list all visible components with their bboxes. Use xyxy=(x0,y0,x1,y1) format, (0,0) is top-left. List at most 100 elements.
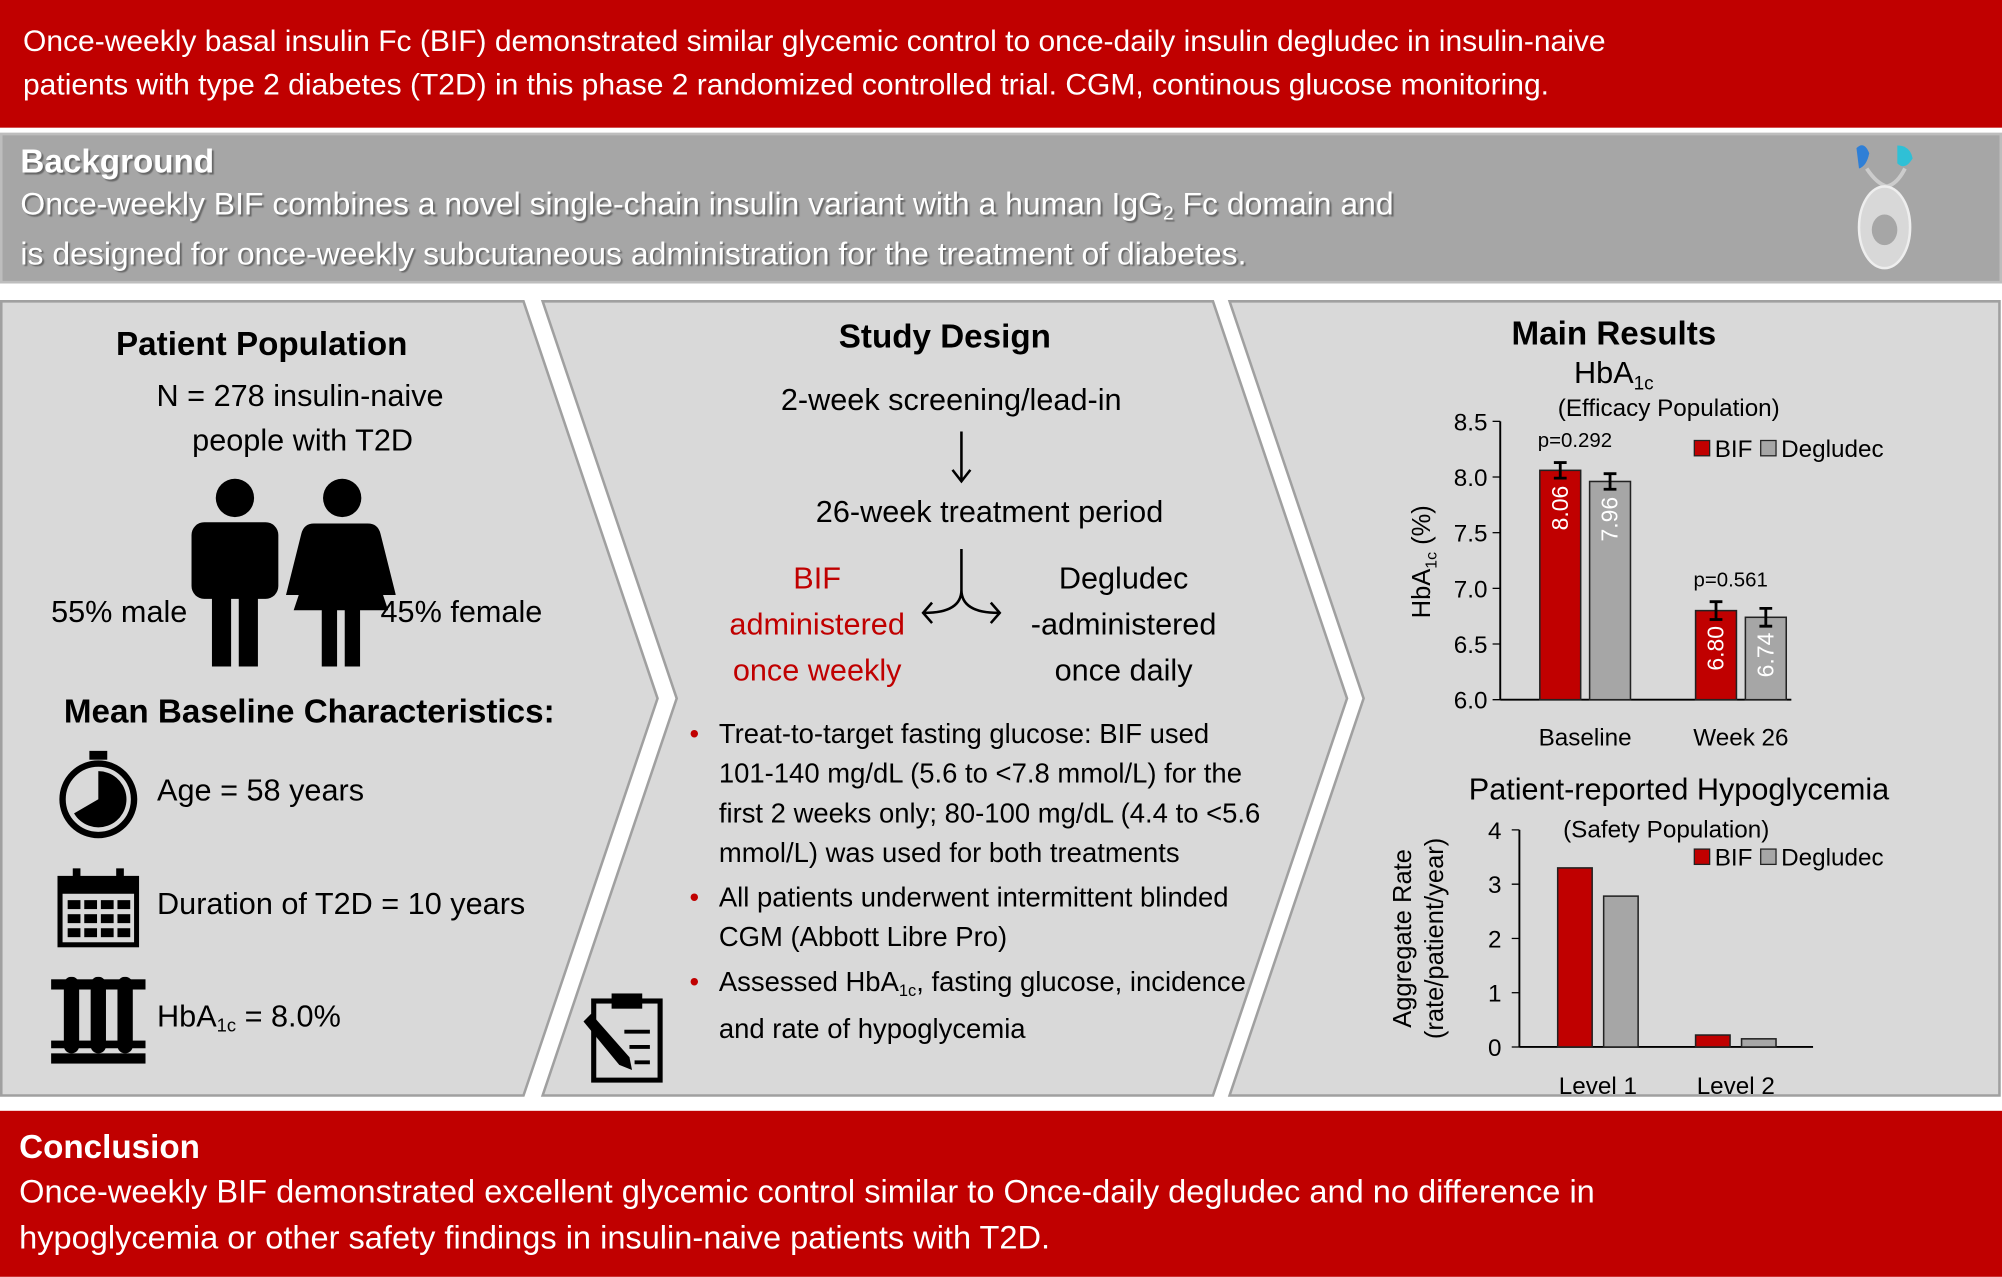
headline-line: patients with type 2 diabetes (T2D) in t… xyxy=(22,67,1549,101)
text: Degludec xyxy=(1058,561,1189,597)
text: once daily xyxy=(1054,653,1193,689)
legend-label: Degludec xyxy=(1781,436,1883,463)
y-tick-label: 2 xyxy=(1488,926,1502,953)
legend-swatch xyxy=(1760,439,1777,457)
age-value: Age = 58 years xyxy=(157,773,365,809)
chart-subtitle: (Safety Population) xyxy=(1563,817,1769,844)
bar-degludec xyxy=(1602,895,1639,1048)
text: Fc domain and xyxy=(1173,186,1394,223)
y-tick-label: 6.0 xyxy=(1454,688,1488,715)
p-value: p=0.561 xyxy=(1694,569,1768,591)
x-tick-label: Week 26 xyxy=(1693,725,1788,752)
design-bullets: Treat-to-target fasting glucose: BIF use… xyxy=(689,715,1264,1055)
bif-arm: BIF administered once weekly xyxy=(729,557,904,695)
bullet-item: All patients underwent intermittent blin… xyxy=(689,878,1264,957)
stopwatch-icon xyxy=(59,750,138,839)
bar-bif xyxy=(1694,1034,1731,1048)
population-title: Patient Population xyxy=(116,324,408,363)
p-value: p=0.292 xyxy=(1538,430,1612,452)
bar-degludec xyxy=(1744,616,1788,701)
baseline-title: Mean Baseline Characteristics: xyxy=(63,692,555,731)
male-percent: 55% male xyxy=(51,594,188,630)
legend-label: BIF xyxy=(1715,845,1753,872)
subscript: 1c xyxy=(898,980,917,1000)
error-bar xyxy=(1709,600,1723,621)
bar-bif xyxy=(1539,469,1582,701)
x-tick-label: Baseline xyxy=(1539,725,1632,752)
results-title: Main Results xyxy=(1511,314,1717,353)
chart-title: Patient-reported Hypoglycemia xyxy=(1469,772,1890,806)
y-tick-label: 4 xyxy=(1488,818,1502,845)
hba1c-chart: HbA1c(Efficacy Population) 6.0 6.5 7.0 7.5 8.… xyxy=(1408,356,1884,752)
y-tick-label: 8.0 xyxy=(1454,465,1488,492)
male-female-icon xyxy=(191,478,396,667)
subscript: 2 xyxy=(1163,203,1174,225)
bar-degludec xyxy=(1588,480,1632,701)
background-text: is designed for once-weekly subcutaneous… xyxy=(20,236,1247,272)
calendar-icon xyxy=(57,868,140,948)
population-n: N = 278 insulin-naive xyxy=(156,379,444,414)
error-bar xyxy=(1553,461,1567,480)
text: administered xyxy=(729,607,905,643)
legend-swatch xyxy=(1693,848,1711,866)
y-tick-label: 6.5 xyxy=(1454,632,1488,659)
background-title: Background xyxy=(20,141,215,181)
y-tick-label: 7.5 xyxy=(1454,521,1488,548)
chart-subtitle: (Efficacy Population) xyxy=(1558,395,1780,422)
treatment-step: 26-week treatment period xyxy=(815,495,1164,530)
y-tick-label: 3 xyxy=(1488,872,1502,899)
bar-bif xyxy=(1694,609,1738,701)
text: HbA xyxy=(157,999,217,1035)
legend-label: Degludec xyxy=(1781,845,1883,872)
headline-line: Once-weekly basal insulin Fc (BIF) demon… xyxy=(22,24,1606,58)
y-tick-label: 1 xyxy=(1488,981,1502,1008)
bullet-item: Treat-to-target fasting glucose: BIF use… xyxy=(689,715,1264,873)
data-label: 6.80 xyxy=(1703,626,1729,671)
conclusion-text: Once-weekly BIF demonstrated excellent g… xyxy=(19,1174,1595,1211)
text: once weekly xyxy=(732,653,902,689)
error-bar xyxy=(1603,472,1617,491)
clipboard-icon xyxy=(583,993,663,1083)
data-label: 8.06 xyxy=(1547,486,1573,531)
design-title: Study Design xyxy=(838,316,1051,355)
y-tick-label: 7.0 xyxy=(1454,576,1488,603)
data-label: 7.96 xyxy=(1597,497,1623,542)
population-desc: people with T2D xyxy=(192,423,414,459)
legend-swatch xyxy=(1693,439,1711,457)
degludec-arm: Degludec -administered once daily xyxy=(1031,557,1217,695)
hypoglycemia-chart: Patient-reported Hypoglycemia (Safety Pop… xyxy=(1389,772,1890,1100)
background-text: Once-weekly BIF combines a novel single-… xyxy=(20,186,1393,224)
text: = 8.0% xyxy=(236,999,341,1035)
legend-swatch xyxy=(1760,848,1777,866)
y-axis-label: Aggregate Rate xyxy=(1389,849,1417,1028)
arrow-down-icon xyxy=(951,431,972,484)
subscript: 1c xyxy=(216,1016,237,1037)
legend-label: BIF xyxy=(1715,436,1753,463)
text: Assessed HbA xyxy=(718,966,899,998)
conclusion-banner: Conclusion Once-weekly BIF demonstrated … xyxy=(0,1110,2002,1277)
chart-title: HbA1c xyxy=(1574,356,1654,394)
protein-structure-icon xyxy=(1856,145,1913,270)
headline-banner: Once-weekly basal insulin Fc (BIF) demon… xyxy=(0,0,2002,128)
duration-value: Duration of T2D = 10 years xyxy=(157,887,526,922)
y-axis-label: (rate/patient/year) xyxy=(1421,838,1449,1039)
screening-step: 2-week screening/lead-in xyxy=(780,383,1122,418)
bar-bif xyxy=(1556,867,1593,1048)
text: -administered xyxy=(1030,607,1217,643)
bullet-item: Assessed HbA1c, fasting glucose, inciden… xyxy=(689,963,1264,1050)
bar-degludec xyxy=(1740,1038,1777,1048)
data-label: 6.74 xyxy=(1752,632,1778,677)
x-tick-label: Level 2 xyxy=(1697,1073,1775,1100)
text: Once-weekly BIF combines a novel single-… xyxy=(20,186,1164,223)
female-percent: 45% female xyxy=(380,594,543,630)
x-tick-label: Level 1 xyxy=(1559,1073,1637,1100)
text: BIF xyxy=(793,561,841,597)
conclusion-title: Conclusion xyxy=(19,1127,200,1166)
background-section: Background Once-weekly BIF combines a no… xyxy=(0,132,2002,284)
population-panel xyxy=(0,300,659,1097)
y-axis-label: HbA1c (%) xyxy=(1408,505,1440,618)
y-tick-label: 8.5 xyxy=(1454,409,1488,436)
conclusion-text: hypoglycemia or other safety findings in… xyxy=(19,1220,1051,1257)
error-bar xyxy=(1759,606,1773,628)
test-tubes-icon xyxy=(51,976,146,1064)
